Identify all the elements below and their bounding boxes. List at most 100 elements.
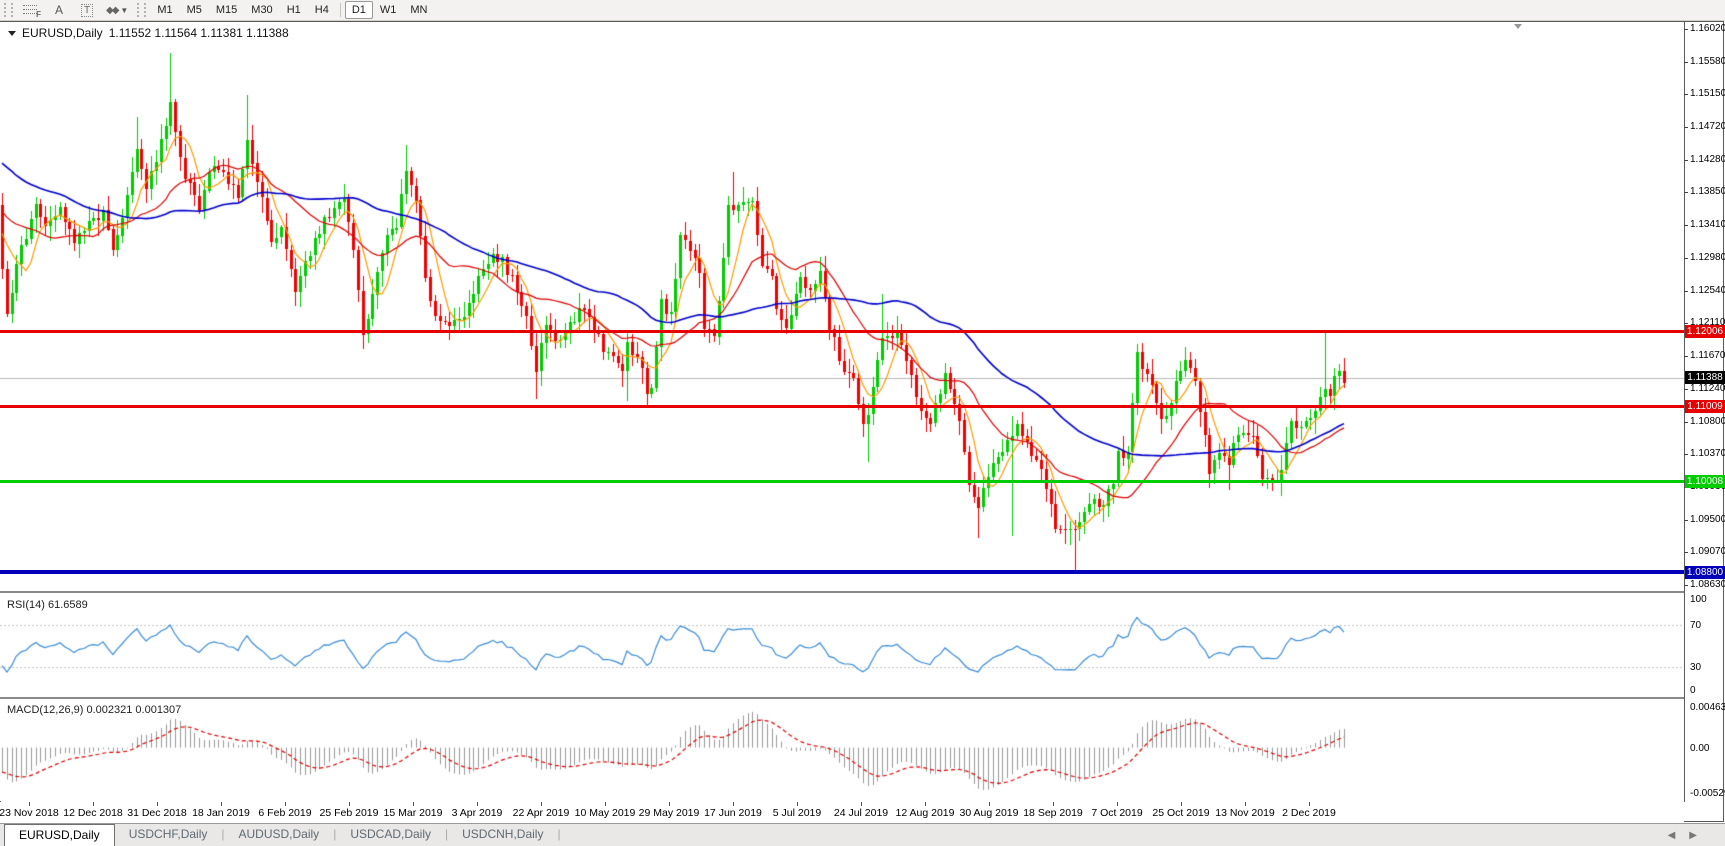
price-tick-label: 1.15580	[1690, 56, 1725, 68]
chart-shift-marker-icon[interactable]	[1514, 24, 1522, 29]
time-tick	[1245, 802, 1246, 806]
timeframe-button-d1[interactable]: D1	[344, 1, 373, 19]
time-axis-label: 17 Jun 2019	[704, 807, 762, 819]
tab-usdcnh-daily[interactable]: USDCNH,Daily	[462, 827, 544, 841]
fibonacci-lines-glyph: F	[23, 4, 41, 19]
rsi-label: RSI(14) 61.6589	[7, 599, 88, 611]
text-box-icon[interactable]: T	[73, 2, 101, 18]
time-axis[interactable]: 23 Nov 2018 12 Dec 2018 31 Dec 2018 18 Jan …	[0, 802, 1684, 822]
tab-usdcad-daily[interactable]: USDCAD,Daily	[350, 827, 431, 841]
price-tick	[1684, 389, 1688, 390]
time-tick	[1053, 802, 1054, 806]
price-tick-label: 1.11240	[1690, 382, 1725, 394]
support-line[interactable]	[0, 570, 1684, 575]
timeframe-button-m15[interactable]: M15	[215, 4, 238, 16]
price-tick	[1684, 422, 1688, 423]
time-axis-label: 31 Dec 2018	[127, 807, 187, 819]
price-tick-label: 1.09070	[1690, 545, 1725, 557]
inactive-tabs: USDCHF,Daily | AUDUSD,Daily | USDCAD,Daily | U…	[115, 824, 561, 846]
price-tick	[1684, 225, 1688, 226]
arrows-glyph: ◆◆	[106, 4, 119, 16]
support-line[interactable]	[0, 479, 1684, 483]
price-tick	[1684, 552, 1688, 553]
timeframe-button-m30[interactable]: M30	[251, 4, 273, 16]
time-tick	[605, 802, 606, 806]
time-tick	[477, 802, 478, 806]
time-tick	[797, 802, 798, 806]
chart-ohlc-quotes: 1.11552 1.11564 1.11381 1.11388	[108, 26, 289, 40]
tab-audusd-daily[interactable]: AUDUSD,Daily	[238, 827, 320, 841]
timeframe-button-group: M1 M5 M15 M30 H1 H4 D1 W1 MN	[150, 1, 434, 19]
time-axis-label: 18 Jan 2019	[192, 807, 250, 819]
time-axis-label: 29 May 2019	[638, 807, 700, 819]
symbol-dropdown-icon[interactable]	[8, 30, 16, 36]
toolbar-grip2[interactable]	[137, 3, 147, 17]
time-axis-label: 18 Sep 2019	[1023, 807, 1083, 819]
price-tick-label: 1.10370	[1690, 448, 1725, 460]
time-tick	[669, 802, 670, 806]
price-tick-label: 1.11670	[1690, 350, 1725, 362]
rsi-axis-label: 0	[1690, 685, 1696, 696]
time-tick	[925, 802, 926, 806]
price-tick-label: 1.12540	[1690, 284, 1725, 296]
price-tick	[1684, 454, 1688, 455]
time-axis-label: 30 Aug 2019	[959, 807, 1019, 819]
time-tick	[413, 802, 414, 806]
tab-separator: |	[445, 827, 449, 841]
price-tick-label: 1.09500	[1690, 513, 1725, 525]
arrow-styles-icon[interactable]: ◆◆ ▼	[101, 2, 133, 18]
time-axis-label: 23 Nov 2018	[0, 807, 59, 819]
toolbar-grip[interactable]	[4, 3, 13, 17]
fibonacci-icon[interactable]: F	[17, 2, 45, 19]
tab-separator: |	[333, 827, 337, 841]
price-tick	[1684, 127, 1688, 128]
price-tick-label: 1.10800	[1690, 415, 1725, 427]
macd-panel-canvas[interactable]	[0, 699, 1684, 801]
rsi-panel-canvas[interactable]	[0, 593, 1684, 698]
timeframe-button-h4[interactable]: H4	[314, 4, 329, 16]
macd-axis-label: 0.00	[1690, 742, 1710, 754]
timeframe-button-w1[interactable]: W1	[379, 4, 397, 16]
tab-eurusd-daily[interactable]: EURUSD,Daily	[4, 824, 115, 846]
price-tick	[1684, 585, 1688, 586]
time-tick	[285, 802, 286, 806]
price-tick	[1684, 291, 1688, 292]
timeframe-button-m5[interactable]: M5	[186, 4, 202, 16]
time-axis-label: 3 Apr 2019	[451, 807, 503, 819]
time-tick	[1117, 802, 1118, 806]
time-axis-label: 12 Dec 2018	[63, 807, 123, 819]
timeframe-button-h1[interactable]: H1	[286, 4, 301, 16]
tab-separator: |	[557, 827, 561, 841]
tab-usdchf-daily[interactable]: USDCHF,Daily	[128, 827, 208, 841]
tab-scroll-left-icon[interactable]: ◀	[1667, 830, 1676, 841]
time-axis-label: 25 Oct 2019	[1152, 807, 1210, 819]
resistance-price-badge: 1.12006	[1685, 324, 1725, 338]
rsi-axis-label: 100	[1690, 594, 1707, 605]
price-tick-label: 1.12980	[1690, 251, 1725, 263]
resistance-line[interactable]	[0, 329, 1684, 333]
time-axis-label: 2 Dec 2019	[1282, 807, 1336, 819]
price-tick-label: 1.13850	[1690, 186, 1725, 198]
timeframe-button-mn[interactable]: MN	[410, 4, 428, 16]
price-tick-label: 1.13410	[1690, 219, 1725, 231]
timeframe-button-m1[interactable]: M1	[157, 4, 173, 16]
price-chart-canvas[interactable]	[0, 22, 1684, 591]
time-axis-label: 5 Jul 2019	[772, 807, 822, 819]
time-tick	[93, 802, 94, 806]
price-tick-label: 1.08630	[1690, 579, 1725, 591]
time-tick	[349, 802, 350, 806]
time-tick	[1309, 802, 1310, 806]
price-tick	[1684, 62, 1688, 63]
price-tick	[1684, 520, 1688, 521]
time-axis-label: 12 Aug 2019	[895, 807, 955, 819]
text-annotation-icon[interactable]: A	[54, 3, 63, 17]
price-tick	[1684, 356, 1688, 357]
resistance-line[interactable]	[0, 404, 1684, 408]
time-axis-label: 25 Feb 2019	[319, 807, 379, 819]
time-tick	[733, 802, 734, 806]
macd-axis-label: 0.00463	[1690, 701, 1725, 713]
tab-scroll-right-icon[interactable]: ▶	[1689, 830, 1697, 841]
time-tick	[541, 802, 542, 806]
price-tick-label: 1.12110	[1690, 317, 1725, 329]
